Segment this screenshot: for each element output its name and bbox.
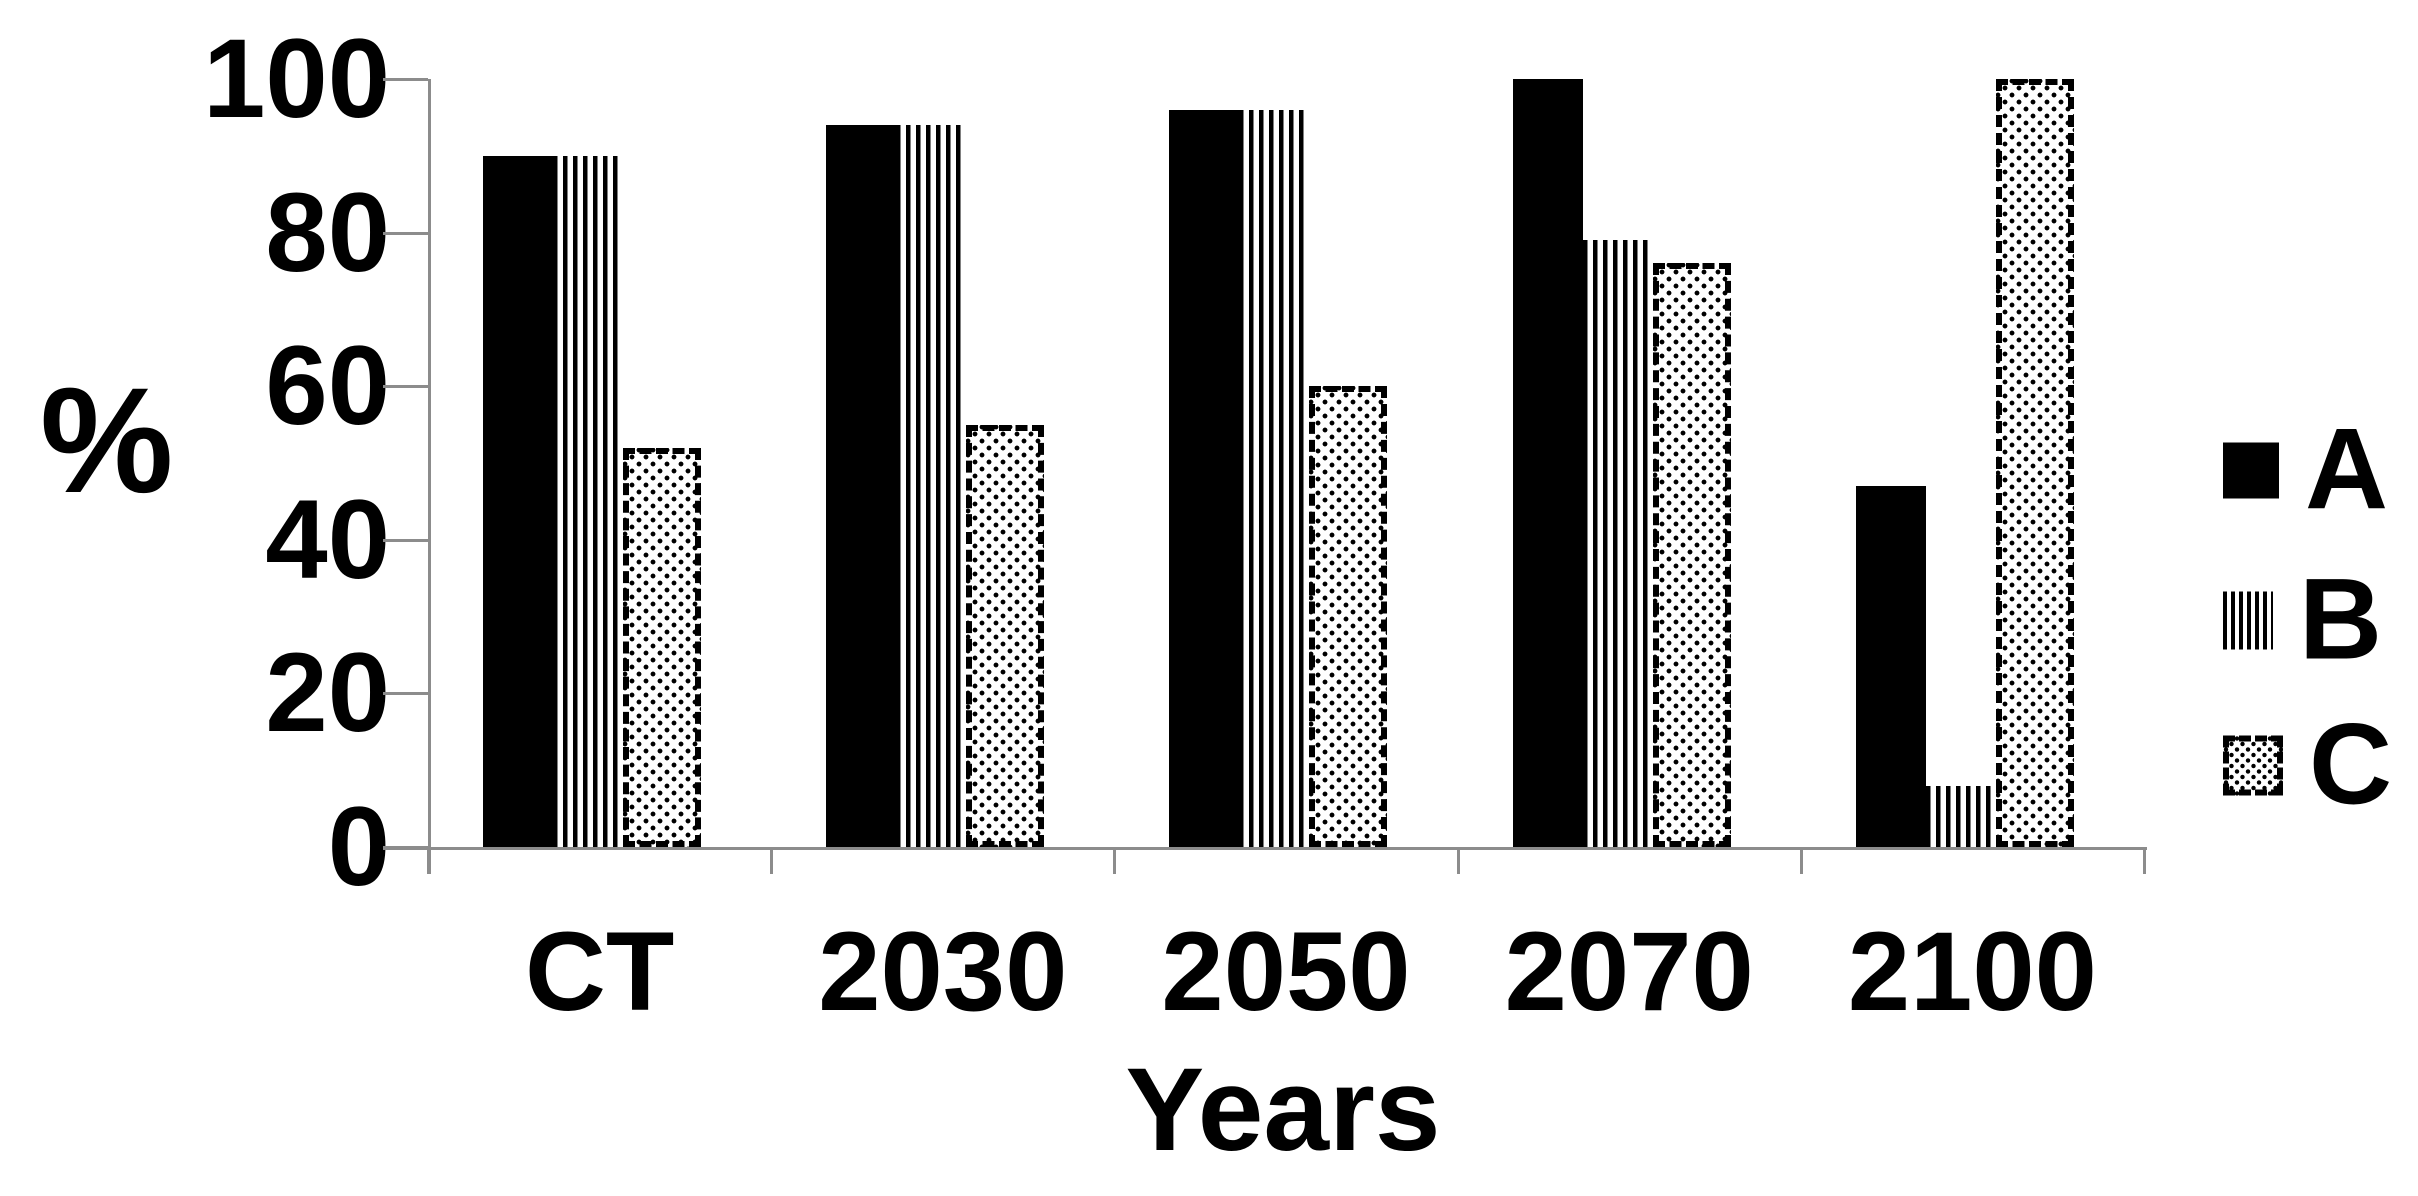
bar-C-2100 xyxy=(1995,79,2074,847)
legend-swatch-B-icon xyxy=(2223,591,2273,649)
bar-A-2050 xyxy=(1169,109,1240,847)
bar-C-2050 xyxy=(1309,386,1388,847)
x-category-label-CT: CT xyxy=(524,909,675,1034)
x-category-label-2100: 2100 xyxy=(1847,909,2097,1034)
bar-B-2100 xyxy=(1925,785,1996,847)
y-tick-mark-80 xyxy=(383,231,428,235)
legend-entry-B: B xyxy=(2223,555,2383,684)
bar-C-2030 xyxy=(966,424,1045,847)
y-axis-line xyxy=(428,79,431,874)
x-tick-mark-1 xyxy=(770,847,774,874)
y-tick-label-60: 60 xyxy=(265,323,390,449)
bar-A-CT xyxy=(483,155,553,847)
y-axis-title: % xyxy=(40,356,174,524)
bar-A-2070 xyxy=(1512,79,1583,847)
bar-C-CT xyxy=(623,447,701,847)
legend-label-A: A xyxy=(2305,405,2389,534)
y-tick-label-0: 0 xyxy=(327,784,390,909)
bar-A-2100 xyxy=(1855,486,1926,847)
x-tick-mark-2 xyxy=(1113,847,1117,874)
x-tick-mark-0 xyxy=(427,847,430,874)
y-tick-mark-40 xyxy=(383,538,428,542)
y-tick-label-40: 40 xyxy=(265,476,390,602)
y-tick-label-100: 100 xyxy=(203,16,390,141)
y-tick-mark-0 xyxy=(383,846,428,849)
x-tick-mark-4 xyxy=(1799,847,1803,874)
bar-B-2070 xyxy=(1582,240,1653,847)
bar-C-2070 xyxy=(1652,263,1731,847)
legend-swatch-A-icon xyxy=(2223,442,2279,498)
bar-B-CT xyxy=(553,155,623,847)
y-tick-mark-60 xyxy=(383,385,428,389)
legend-label-C: C xyxy=(2309,700,2393,829)
legend-label-B: B xyxy=(2299,555,2383,684)
legend-entry-A: A xyxy=(2223,405,2389,534)
legend-entry-C: C xyxy=(2223,700,2393,829)
y-tick-label-20: 20 xyxy=(265,630,390,756)
bar-A-2030 xyxy=(826,125,897,847)
bar-B-2050 xyxy=(1239,109,1310,847)
x-category-label-2030: 2030 xyxy=(818,909,1068,1034)
x-category-label-2050: 2050 xyxy=(1161,909,1411,1034)
x-category-label-2070: 2070 xyxy=(1504,909,1754,1034)
y-tick-mark-20 xyxy=(383,692,428,696)
bar-B-2030 xyxy=(896,125,967,847)
y-tick-label-80: 80 xyxy=(265,169,390,295)
x-tick-mark-3 xyxy=(1456,847,1460,874)
x-tick-mark-5 xyxy=(2143,847,2146,874)
x-axis-line xyxy=(383,847,2147,850)
x-axis-title: Years xyxy=(1125,1044,1441,1176)
y-tick-mark-100 xyxy=(383,78,428,81)
legend-swatch-C-icon xyxy=(2223,735,2283,795)
